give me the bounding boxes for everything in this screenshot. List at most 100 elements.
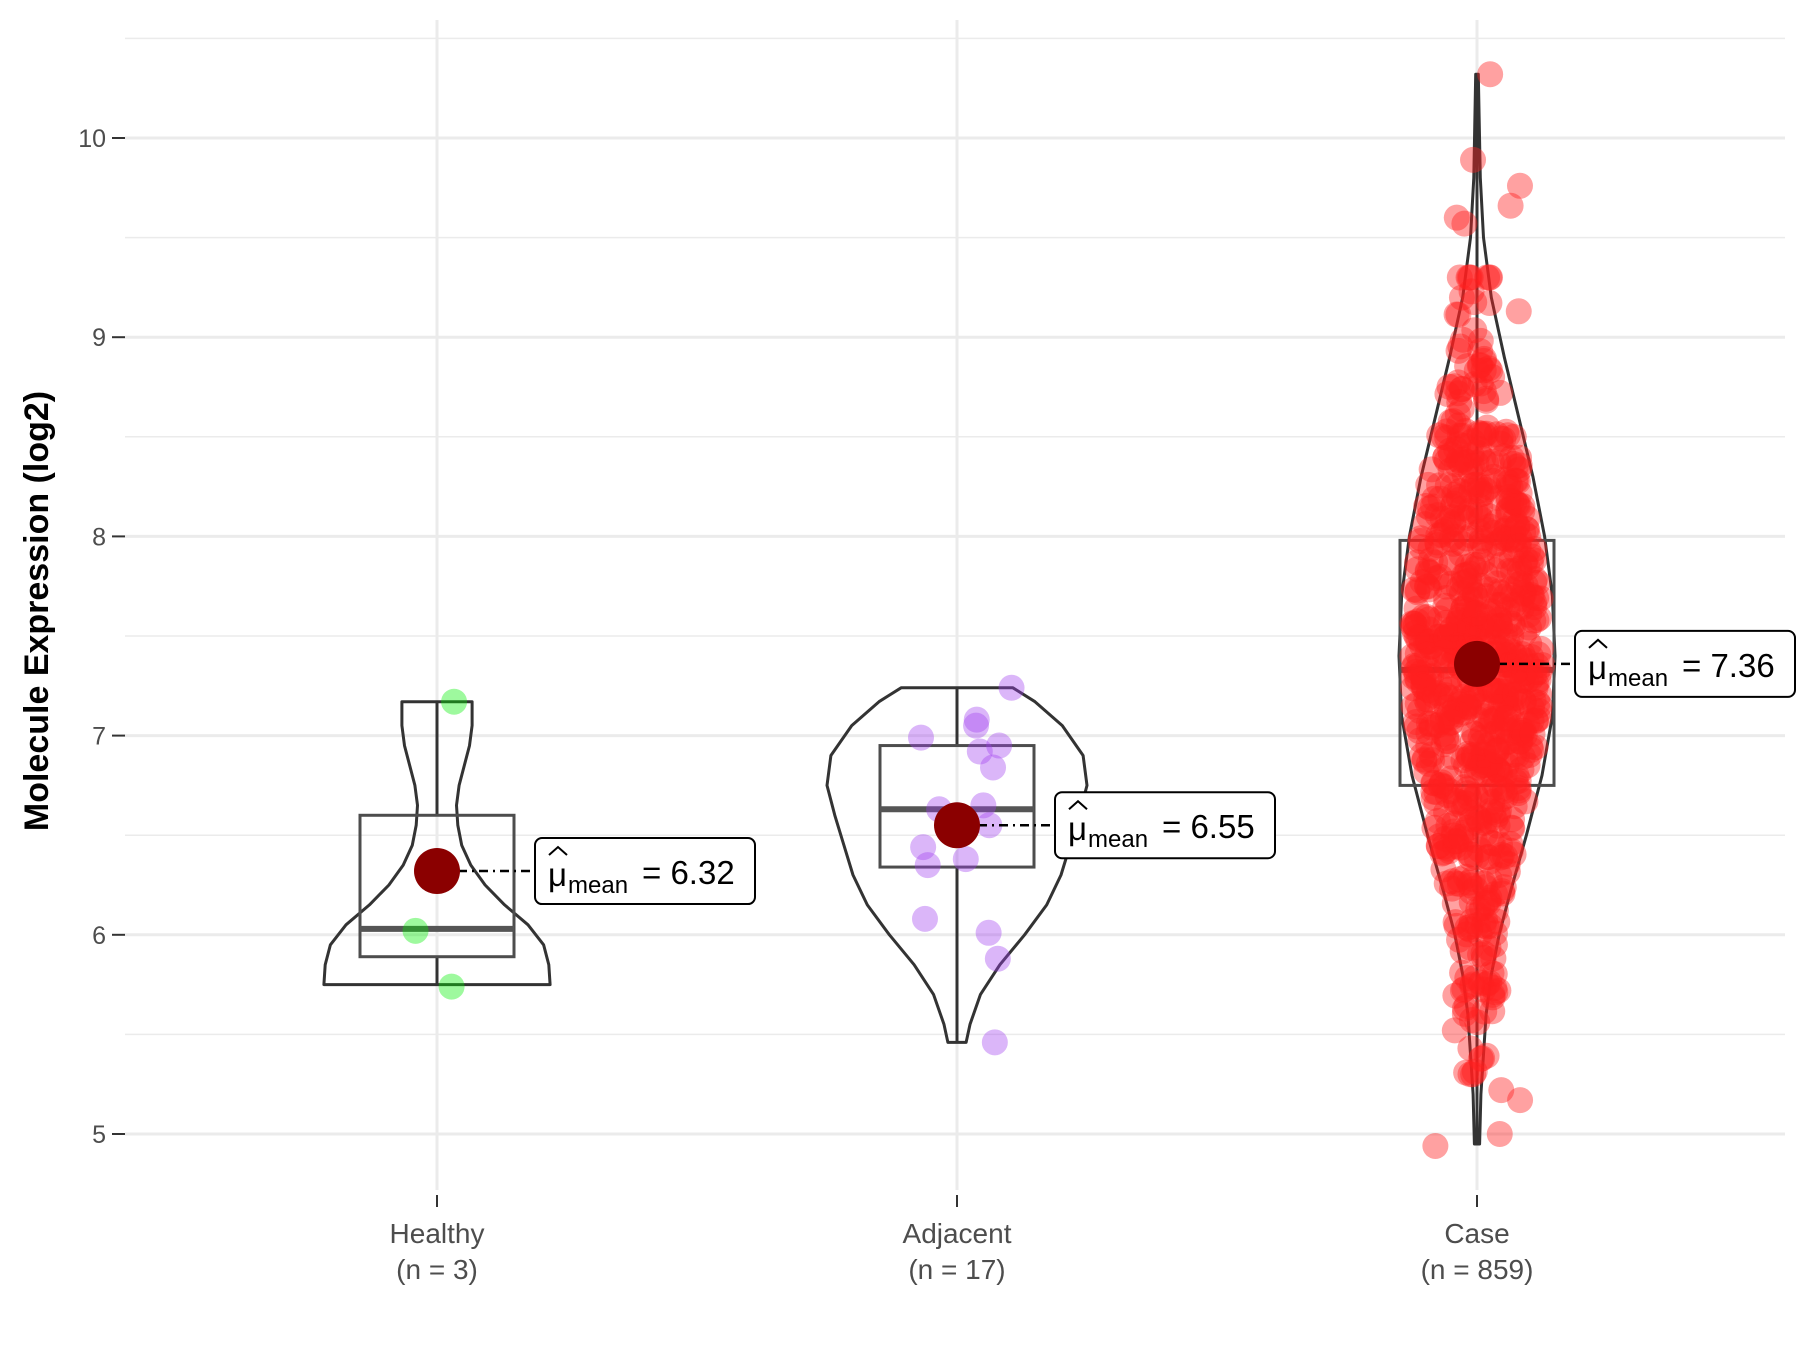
data-point <box>910 834 937 861</box>
data-point <box>1497 576 1524 603</box>
data-point <box>1502 658 1529 685</box>
data-point <box>1440 408 1467 435</box>
data-point <box>1461 621 1488 648</box>
data-point <box>1408 632 1435 659</box>
data-point <box>1475 808 1502 835</box>
data-point <box>1520 688 1547 715</box>
data-point <box>1446 478 1473 505</box>
data-point <box>1476 867 1503 894</box>
data-point <box>1403 624 1430 651</box>
data-point <box>1434 835 1461 862</box>
data-point <box>1448 395 1475 422</box>
data-point <box>1451 774 1478 801</box>
data-point <box>1461 721 1488 748</box>
data-point <box>1434 782 1461 809</box>
data-point <box>1461 581 1488 608</box>
data-point <box>1404 608 1431 635</box>
data-point <box>1489 775 1516 802</box>
data-point <box>1503 762 1530 789</box>
data-point <box>1436 700 1463 727</box>
data-point <box>1434 670 1461 697</box>
data-point <box>1448 530 1475 557</box>
data-point <box>1463 761 1490 788</box>
data-point <box>1416 616 1443 643</box>
data-point <box>1525 705 1552 732</box>
data-point <box>1475 618 1502 645</box>
data-point <box>1430 731 1457 758</box>
data-point <box>1449 504 1476 531</box>
data-point <box>1437 408 1464 435</box>
data-point <box>1512 572 1539 599</box>
data-point <box>986 732 1013 759</box>
data-point <box>1470 912 1497 939</box>
data-point <box>1485 677 1512 704</box>
data-point <box>1448 449 1475 476</box>
data-point <box>1484 908 1511 935</box>
data-point <box>1491 705 1518 732</box>
hat-icon <box>1068 799 1088 810</box>
data-point <box>1494 697 1521 724</box>
data-point <box>1450 446 1477 473</box>
data-point <box>1508 719 1535 746</box>
data-point <box>1505 780 1532 807</box>
data-point <box>1449 938 1476 965</box>
data-point <box>1468 481 1495 508</box>
data-point <box>1466 352 1493 379</box>
data-point <box>1442 982 1469 1009</box>
data-point <box>1456 743 1483 770</box>
data-point <box>1467 506 1494 533</box>
data-point <box>1463 599 1490 626</box>
data-point <box>1432 624 1459 651</box>
data-point <box>1407 659 1434 686</box>
data-point <box>1440 509 1467 536</box>
data-point <box>1442 828 1469 855</box>
data-point <box>1521 535 1548 562</box>
data-point <box>1470 870 1497 897</box>
mean-label-subscript: mean <box>568 872 628 899</box>
data-point <box>970 792 997 819</box>
data-point <box>1420 769 1447 796</box>
data-point <box>1487 579 1514 606</box>
data-point <box>1471 345 1498 372</box>
data-point <box>1525 666 1552 693</box>
data-point <box>1399 643 1426 670</box>
data-point <box>1473 385 1500 412</box>
data-point <box>1460 600 1487 627</box>
data-point <box>1492 685 1519 712</box>
data-point <box>1459 684 1486 711</box>
data-point <box>1407 727 1434 754</box>
data-point <box>1437 441 1464 468</box>
mean-label-subscript: mean <box>1608 665 1668 692</box>
data-point <box>1497 192 1524 219</box>
data-point <box>1484 756 1511 783</box>
data-point <box>1475 474 1502 501</box>
data-point <box>1502 537 1529 564</box>
data-point <box>1467 747 1494 774</box>
data-point <box>1487 425 1514 452</box>
data-point <box>1457 264 1484 291</box>
data-point <box>1470 739 1497 766</box>
data-point <box>1485 604 1512 631</box>
y-tick-label: 6 <box>92 922 106 950</box>
data-point <box>1440 473 1467 500</box>
data-point <box>1490 678 1517 705</box>
data-point <box>1483 421 1510 448</box>
data-point <box>1480 694 1507 721</box>
data-point <box>1457 585 1484 612</box>
data-point <box>1441 481 1468 508</box>
data-point <box>1453 1059 1480 1086</box>
data-point <box>1505 777 1532 804</box>
data-point <box>1477 264 1504 291</box>
data-point <box>963 712 990 739</box>
data-point <box>1521 590 1548 617</box>
data-point <box>1447 691 1474 718</box>
data-point <box>1460 471 1487 498</box>
data-point <box>1425 623 1452 650</box>
data-point <box>1441 1017 1468 1044</box>
data-point <box>1513 515 1540 542</box>
data-point <box>1453 752 1480 779</box>
data-point <box>1468 610 1495 637</box>
data-point <box>1487 844 1514 871</box>
data-point <box>1471 809 1498 836</box>
data-point <box>1472 583 1499 610</box>
